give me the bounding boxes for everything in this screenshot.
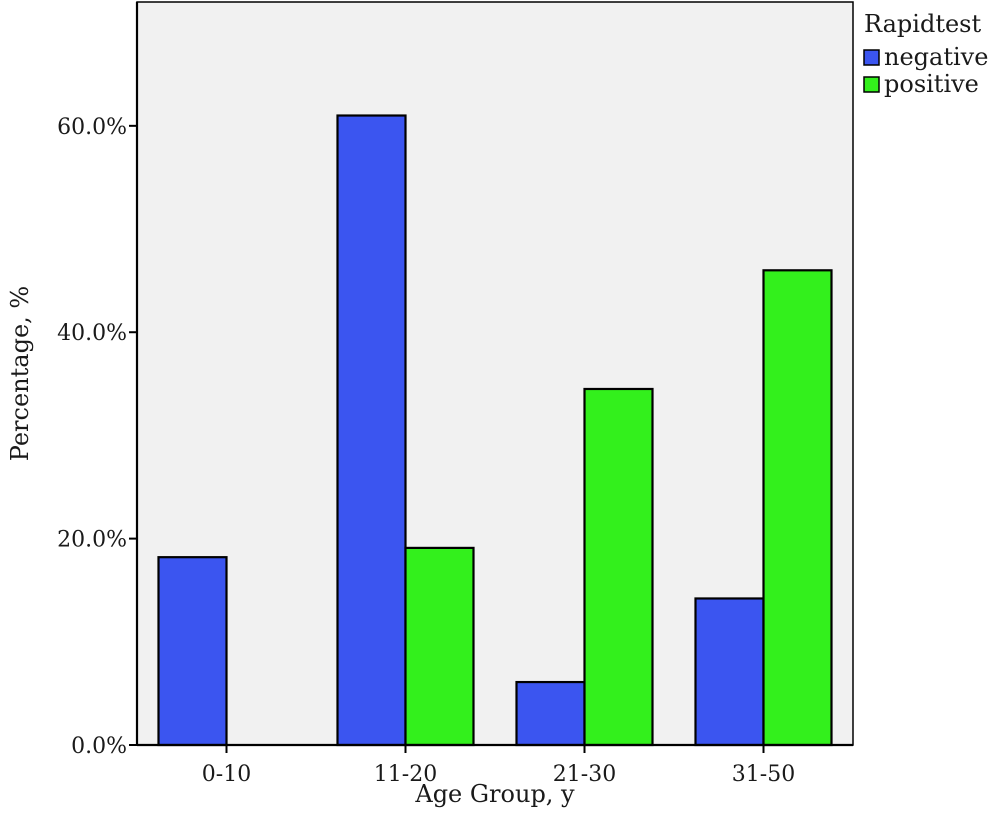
x-tick-label: 21-30 bbox=[553, 762, 616, 787]
y-axis-label: Percentage, % bbox=[6, 286, 34, 461]
bar-negative-0-10 bbox=[157, 556, 228, 747]
bar-negative-11-20 bbox=[336, 114, 407, 747]
legend-swatch-positive bbox=[863, 76, 880, 93]
legend-title: Rapidtest bbox=[864, 10, 981, 38]
bar-negative-21-30 bbox=[515, 680, 586, 747]
bar-positive-31-50 bbox=[762, 269, 833, 747]
legend-swatch-negative bbox=[863, 49, 880, 66]
x-tick-label: 0-10 bbox=[202, 762, 251, 787]
x-axis-label: Age Group, y bbox=[414, 780, 575, 808]
y-tick-label: 20.0% bbox=[57, 528, 127, 553]
x-ticks-group: 0-10 11-20 21-30 31-50 bbox=[202, 745, 795, 787]
x-tick-label: 11-20 bbox=[374, 762, 437, 787]
x-tick-label: 31-50 bbox=[732, 762, 795, 787]
legend-label-positive: positive bbox=[884, 70, 979, 98]
y-ticks-group: 0.0% 20.0% 40.0% 60.0% bbox=[57, 115, 137, 759]
legend-label-negative: negative bbox=[884, 43, 988, 71]
y-tick-label: 40.0% bbox=[57, 321, 127, 346]
bar-negative-31-50 bbox=[694, 597, 765, 747]
bars-group bbox=[157, 114, 833, 747]
y-tick-label: 0.0% bbox=[71, 734, 127, 759]
bar-positive-21-30 bbox=[583, 387, 654, 747]
bar-positive-11-20 bbox=[404, 546, 475, 747]
y-tick-label: 60.0% bbox=[57, 115, 127, 140]
